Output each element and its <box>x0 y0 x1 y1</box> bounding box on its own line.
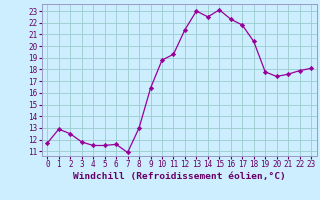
X-axis label: Windchill (Refroidissement éolien,°C): Windchill (Refroidissement éolien,°C) <box>73 172 285 181</box>
